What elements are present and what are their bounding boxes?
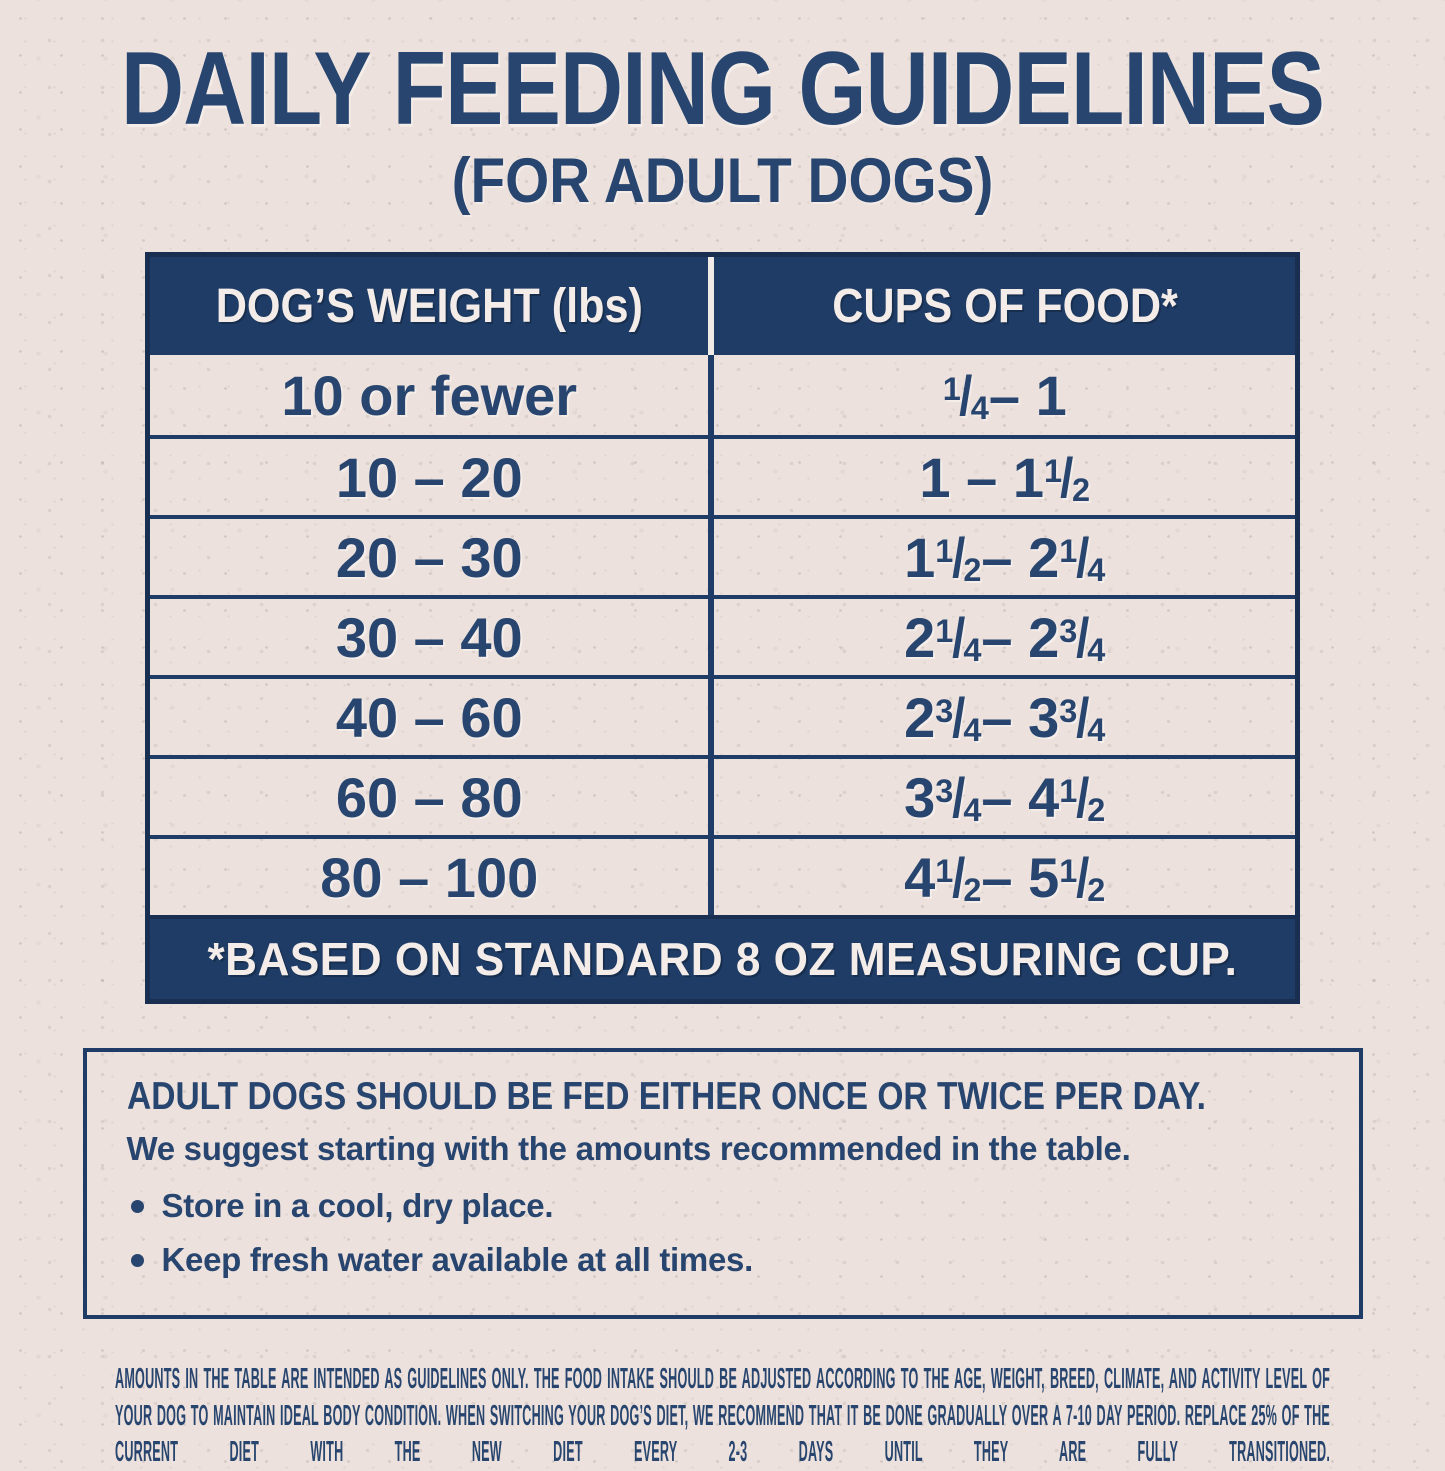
bullet-icon [130,1253,144,1267]
weight-cell: 80 – 100 [150,839,715,916]
column-header-cups-of-food-label: CUPS OF FOOD* [831,279,1178,333]
cups-cell: 1 1/2 – 2 1/4 [904,525,1106,589]
cups-cell: 2 3/4 – 3 3/4 [904,685,1106,749]
weight-cell: 20 – 30 [150,519,715,596]
page-title: DAILY FEEDING GUIDELINES [120,31,1325,147]
weight-cell: 10 – 20 [150,439,715,516]
feeding-info-box: ADULT DOGS SHOULD BE FED EITHER ONCE OR … [82,1048,1363,1320]
table-row: 60 – 80 3 3/4 – 4 1/2 [150,755,1295,836]
bullet-icon [130,1199,144,1213]
bullet-item-water: Keep fresh water available at all times. [127,1241,1319,1279]
bullet-item-storage: Store in a cool, dry place. [127,1187,1319,1225]
column-header-dogs-weight: DOG’S WEIGHT (lbs) [150,257,715,356]
table-footnote-bar: *BASED ON STANDARD 8 OZ MEASURING CUP. [150,915,1295,1000]
table-body: 10 or fewer 1/4 – 1 10 – 20 1 – 1 1/2 20 – 3… [150,355,1295,916]
cups-cell: 4 1/2 – 5 1/2 [904,845,1106,909]
cups-cell: 3 3/4 – 4 1/2 [904,765,1106,829]
table-row: 40 – 60 2 3/4 – 3 3/4 [150,675,1295,756]
table-footnote-text: *BASED ON STANDARD 8 OZ MEASURING CUP. [207,933,1238,986]
table-row: 20 – 30 1 1/2 – 2 1/4 [150,515,1295,596]
weight-cell: 10 or fewer [150,355,715,436]
info-subheading: We suggest starting with the amounts rec… [126,1130,1131,1168]
title-block: DAILY FEEDING GUIDELINES (FOR ADULT DOGS… [0,36,1445,214]
table-row: 10 or fewer 1/4 – 1 [150,355,1295,436]
column-header-dogs-weight-label: DOG’S WEIGHT (lbs) [215,279,643,333]
cups-cell: 2 1/4 – 2 3/4 [904,605,1106,669]
bullet-text-water: Keep fresh water available at all times. [161,1241,754,1279]
feeding-table: DOG’S WEIGHT (lbs) CUPS OF FOOD* 10 or f… [145,252,1300,1005]
cups-cell: 1/4 – 1 [942,363,1067,427]
bullet-text-storage: Store in a cool, dry place. [161,1187,554,1225]
column-header-cups-of-food: CUPS OF FOOD* [714,257,1295,355]
table-header-row: DOG’S WEIGHT (lbs) CUPS OF FOOD* [150,257,1295,356]
table-row: 80 – 100 4 1/2 – 5 1/2 [150,835,1295,916]
weight-cell: 30 – 40 [150,599,715,676]
info-heading: ADULT DOGS SHOULD BE FED EITHER ONCE OR … [126,1075,1206,1119]
fine-print-text: AMOUNTS IN THE TABLE ARE INTENDED AS GUI… [115,1363,1331,1469]
table-row: 10 – 20 1 – 1 1/2 [150,435,1295,516]
page-subtitle: (FOR ADULT DOGS) [451,146,994,217]
weight-cell: 60 – 80 [150,759,715,836]
weight-cell: 40 – 60 [150,679,715,756]
table-row: 30 – 40 2 1/4 – 2 3/4 [150,595,1295,676]
fine-print: AMOUNTS IN THE TABLE ARE INTENDED AS GUI… [115,1361,1330,1471]
cups-cell: 1 – 1 1/2 [919,445,1091,509]
